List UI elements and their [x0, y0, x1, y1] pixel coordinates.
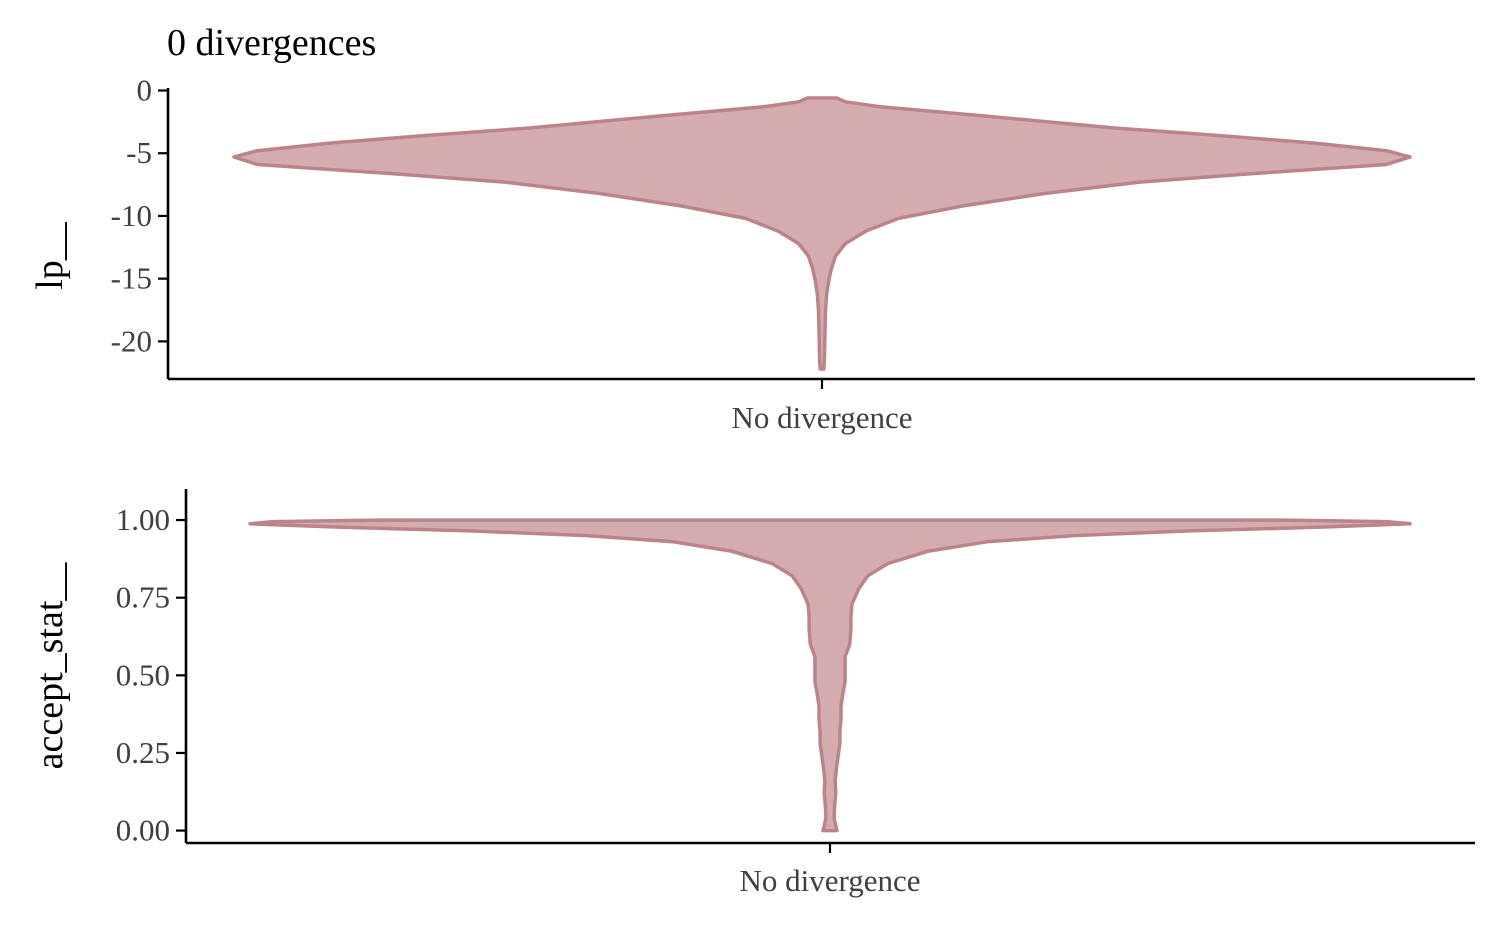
x-tick-label-accept-stat-no-divergence: No divergence: [739, 863, 920, 898]
y-tick-label-0-3: -15: [111, 261, 152, 296]
y-tick-label-0-1: -5: [126, 135, 152, 170]
y-ticks-lp: 0 -5 -10 -15 -20: [111, 73, 168, 358]
y-tick-label-1-4: 0.00: [116, 813, 170, 848]
panel-accept-stat: accept_stat__ 1.00 0.75 0.50 0.25 0.00 No di…: [29, 489, 1475, 898]
y-axis-label-lp: lp__: [29, 221, 71, 290]
y-tick-label-1-2: 0.50: [116, 657, 170, 692]
violin-lp-no-divergence: [232, 96, 1412, 371]
panel-lp: lp__ 0 -5 -10 -15 -20 No divergence: [29, 73, 1475, 435]
y-axis-label-accept-stat: accept_stat__: [29, 562, 71, 770]
y-tick-label-0-4: -20: [111, 323, 152, 358]
violin-accept-stat-no-divergence: [248, 518, 1412, 833]
y-tick-label-1-0: 1.00: [116, 502, 170, 537]
y-tick-label-1-1: 0.75: [116, 580, 170, 615]
y-tick-label-0-2: -10: [111, 198, 152, 233]
y-tick-label-0-0: 0: [137, 73, 153, 108]
chart-title: 0 divergences: [167, 22, 376, 64]
y-ticks-accept-stat: 1.00 0.75 0.50 0.25 0.00: [116, 502, 186, 848]
x-tick-label-lp-no-divergence: No divergence: [731, 400, 912, 435]
y-tick-label-1-3: 0.25: [116, 735, 170, 770]
